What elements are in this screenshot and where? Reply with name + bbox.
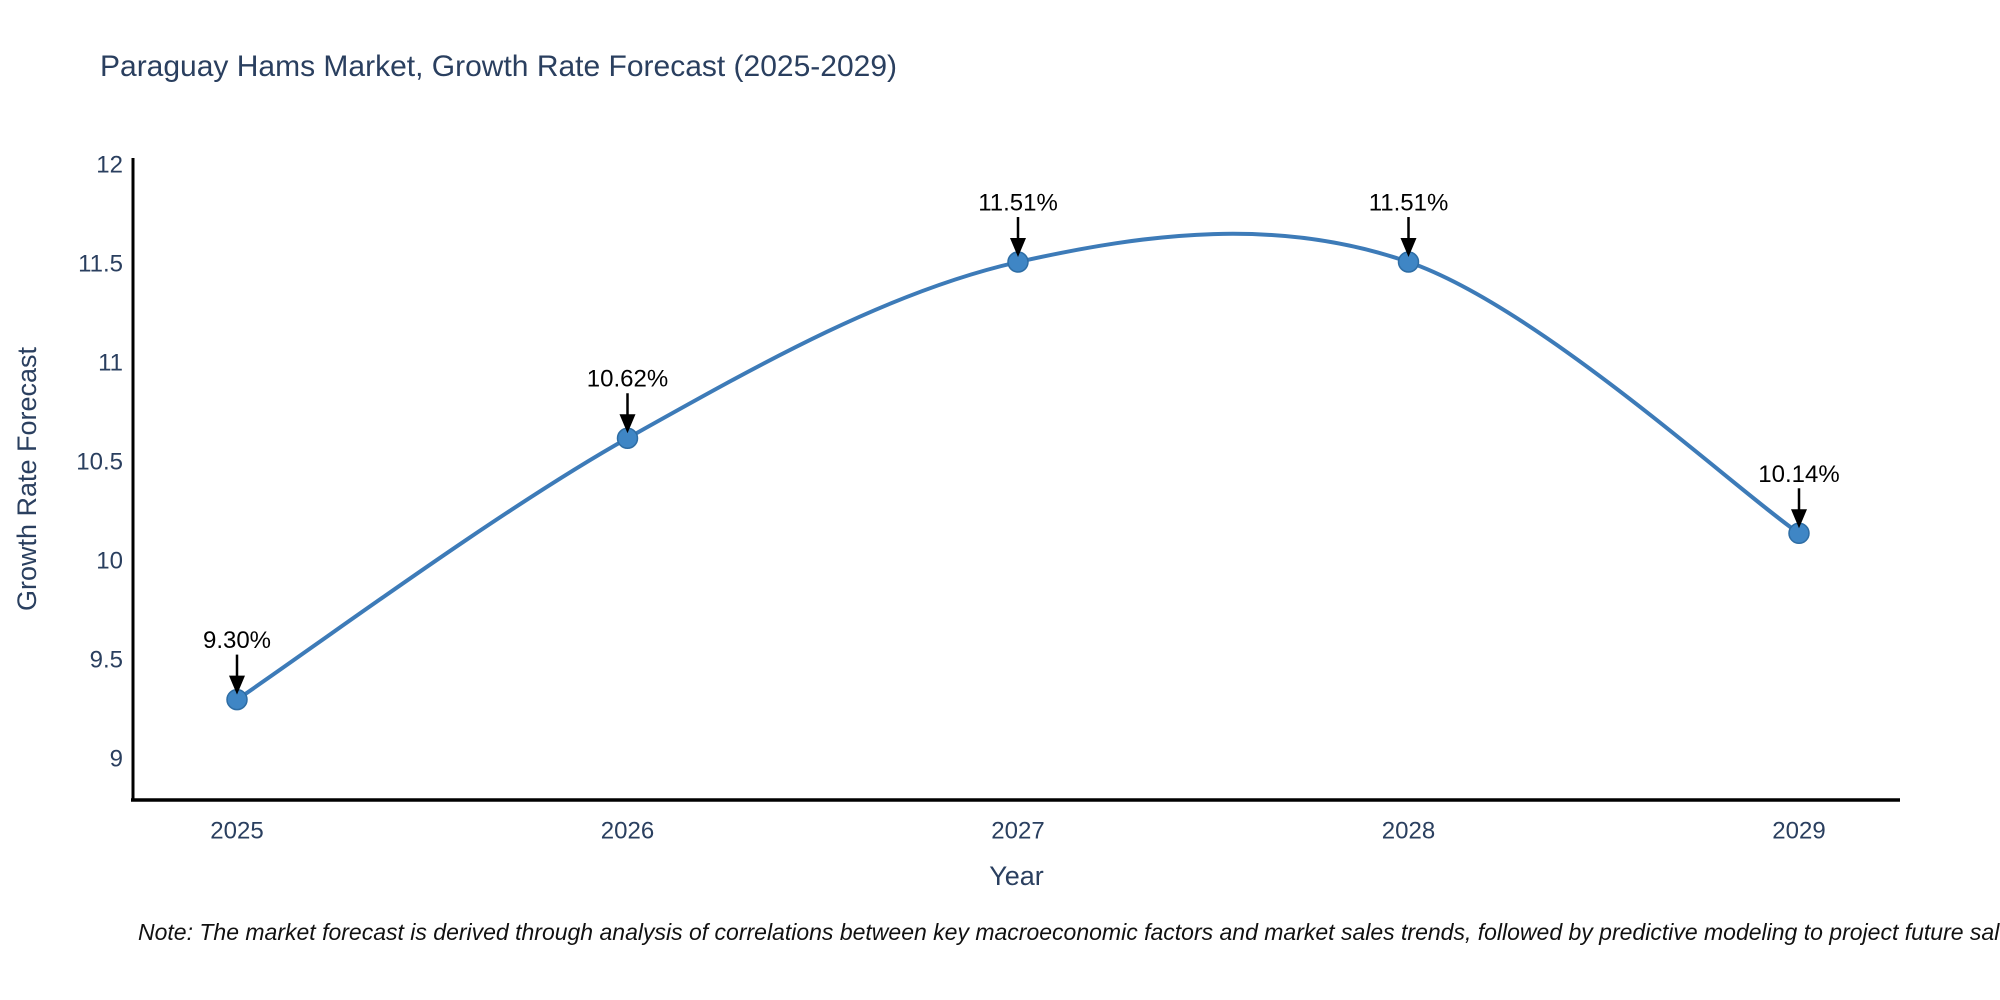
forecast-line: [235, 231, 1801, 702]
y-tick-label: 11: [98, 350, 123, 377]
y-tick-label: 11.5: [78, 251, 123, 278]
annotation-arrow-head: [1010, 238, 1026, 258]
annotation-arrow-head: [1400, 238, 1417, 258]
footnote: Note: The market forecast is derived thr…: [138, 919, 2000, 945]
point-value-label: 11.51%: [978, 190, 1058, 217]
point-value-label: 11.51%: [1369, 190, 1449, 217]
annotation-arrow-head: [229, 675, 245, 695]
y-tick-label: 10.5: [76, 449, 123, 476]
y-tick-label: 10: [96, 548, 123, 575]
point-value-label: 10.62%: [587, 366, 668, 393]
x-tick-label: 2029: [1772, 818, 1825, 845]
x-tick-label: 2027: [991, 818, 1044, 845]
x-tick-label: 2026: [601, 818, 654, 845]
y-tick-label: 12: [96, 152, 123, 179]
y-tick-label: 9.5: [90, 647, 123, 674]
y-tick-label: 9: [110, 746, 123, 773]
chart-title: Paraguay Hams Market, Growth Rate Foreca…: [100, 50, 898, 83]
x-tick-label: 2025: [210, 818, 263, 845]
y-axis-title: Growth Rate Forecast: [12, 346, 42, 611]
point-value-label: 9.30%: [203, 627, 271, 654]
annotation-arrow-head: [619, 414, 636, 434]
x-axis-title: Year: [989, 861, 1044, 891]
annotation-arrow-head: [1791, 509, 1807, 529]
point-value-label: 10.14%: [1758, 461, 1839, 488]
x-tick-label: 2028: [1382, 818, 1435, 845]
